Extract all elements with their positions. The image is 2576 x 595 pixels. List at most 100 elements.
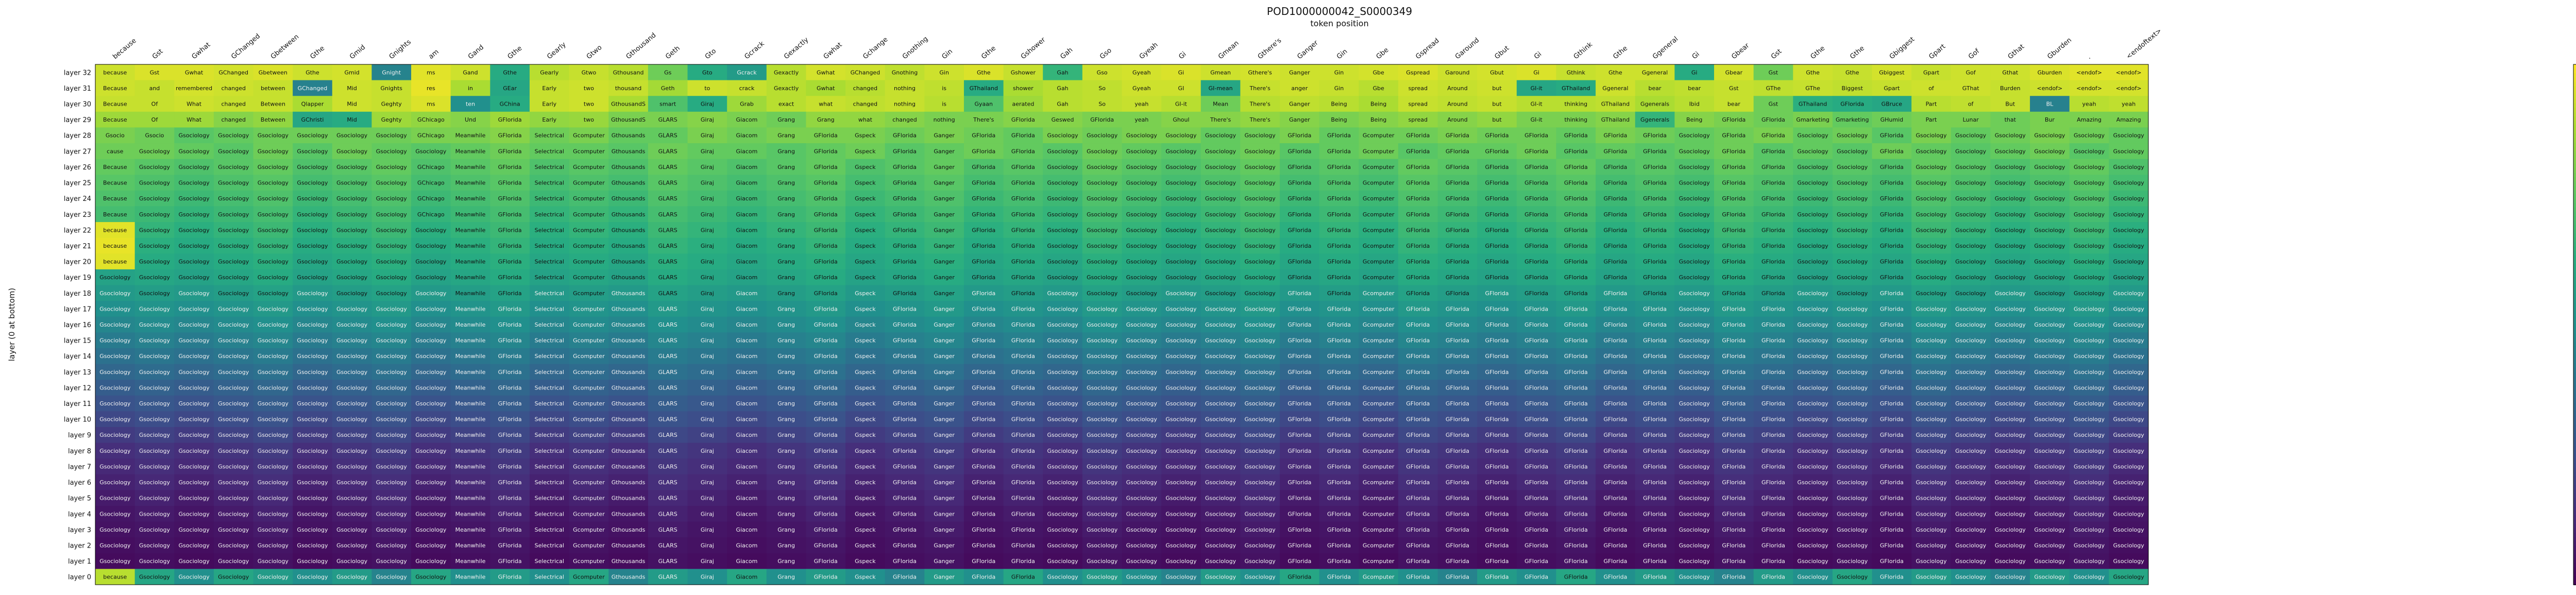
- heatmap-cell: [924, 253, 964, 270]
- cell-token-label: GThat: [1962, 85, 1980, 92]
- cell-token-label: Early: [542, 116, 556, 123]
- cell-token-label: Gsociology: [1916, 195, 1947, 202]
- heatmap-cell: [1951, 206, 1991, 223]
- cell-token-label: Gbiggest: [1879, 69, 1905, 76]
- heatmap-cell: [1398, 127, 1438, 144]
- cell-token-label: Gsociology: [1205, 542, 1236, 549]
- cell-token-label: GFlorida: [1761, 148, 1785, 155]
- cell-token-label: GFlorida: [814, 526, 838, 533]
- cell-token-label: Gsociology: [2113, 574, 2145, 581]
- cell-token-label: Gsociology: [1955, 558, 1987, 565]
- cell-token-label: GFlorida: [1880, 164, 1904, 171]
- heatmap-cell: [1319, 427, 1359, 444]
- heatmap-cell: [885, 206, 925, 223]
- cell-token-label: GFlorida: [1722, 227, 1745, 233]
- heatmap-cell: [569, 190, 609, 207]
- heatmap-cell: [1319, 253, 1359, 270]
- cell-token-label: GFlorida: [1287, 526, 1311, 533]
- heatmap-cell: [806, 222, 846, 239]
- cell-token-label: Gsociology: [2034, 400, 2065, 407]
- cell-token-label: GFlorida: [1564, 432, 1588, 438]
- cell-token-label: Gsociology: [1679, 558, 1710, 565]
- cell-token-label: Gsociology: [1245, 495, 1276, 502]
- heatmap-cell: [2030, 237, 2070, 254]
- heatmap-cell: [569, 96, 609, 112]
- heatmap-cell: [845, 175, 886, 191]
- heatmap-cell: [1793, 332, 1833, 349]
- cell-token-label: Gsociology: [139, 274, 171, 281]
- colorbar-segment: [2573, 207, 2576, 213]
- cell-token-label: Gsociology: [336, 259, 368, 265]
- cell-token-label: GLARS: [658, 243, 677, 249]
- colorbar-segment: [2573, 402, 2576, 407]
- heatmap-cell: [1359, 395, 1399, 412]
- heatmap-cell: [1161, 237, 1201, 254]
- cell-token-label: Gsociology: [1798, 526, 1829, 533]
- heatmap-cell: [1753, 380, 1793, 396]
- heatmap-cell: [371, 96, 412, 112]
- cell-token-label: Gsociology: [2074, 463, 2105, 470]
- colorbar-segment: [2573, 394, 2576, 399]
- heatmap-cell: [1635, 427, 1675, 444]
- heatmap-cell: [648, 237, 688, 254]
- cell-token-label: crack: [739, 85, 755, 92]
- heatmap-cell: [648, 175, 688, 191]
- cell-token-label: GFlorida: [1327, 558, 1351, 565]
- heatmap-cell: [1556, 222, 1596, 239]
- cell-token-label: Selectrical: [535, 526, 564, 533]
- cell-token-label: Gsociology: [1126, 526, 1158, 533]
- heatmap-cell: [1793, 237, 1833, 254]
- heatmap-cell: [332, 80, 372, 96]
- heatmap-cell: [529, 111, 570, 128]
- cell-token-label: Gsociology: [1995, 416, 2026, 423]
- heatmap-cell: [1319, 96, 1359, 112]
- cell-token-label: Ganger: [934, 148, 955, 155]
- cell-token-label: Giraj: [701, 400, 714, 407]
- cell-token-label: GFlorida: [1880, 479, 1904, 486]
- cell-token-label: GFlorida: [1643, 148, 1667, 155]
- cell-token-label: Grang: [777, 511, 795, 517]
- heatmap-cell: [529, 301, 570, 317]
- cell-token-label: Gsociology: [1837, 227, 1868, 233]
- cell-token-label: Gsociology: [258, 369, 289, 376]
- cell-token-label: yeah: [1134, 116, 1148, 123]
- heatmap-cell: [1122, 253, 1162, 270]
- cell-token-label: Gthousands: [612, 337, 646, 344]
- cell-token-label: GLARS: [658, 195, 677, 202]
- heatmap-cell: [1437, 332, 1478, 349]
- column-tick-label: Gthe: [309, 44, 326, 61]
- cell-token-label: Gsociology: [1245, 164, 1276, 171]
- cell-token-label: ten: [466, 101, 475, 108]
- heatmap-cell: [727, 301, 767, 317]
- cell-token-label: GFlorida: [1564, 305, 1588, 312]
- cell-token-label: What: [187, 116, 202, 123]
- cell-token-label: Being: [1686, 116, 1702, 123]
- colorbar-segment: [2573, 354, 2576, 360]
- cell-token-label: Gsociology: [1837, 369, 1868, 376]
- cell-token-label: GFlorida: [1327, 243, 1351, 249]
- cell-token-label: Gsociology: [2034, 369, 2065, 376]
- cell-token-label: Gsociology: [1916, 463, 1947, 470]
- heatmap-cell: [924, 348, 964, 365]
- cell-token-label: Gsociology: [415, 353, 447, 360]
- cell-token-label: GLARS: [658, 511, 677, 517]
- column-tick-label: Gso: [1098, 47, 1113, 61]
- heatmap-cell: [174, 395, 214, 412]
- heatmap-cell: [1911, 190, 1952, 207]
- heatmap-cell: [766, 380, 806, 396]
- heatmap-cell: [1872, 269, 1912, 285]
- cell-token-label: GFlorida: [1722, 353, 1745, 360]
- cell-token-label: Because: [103, 180, 127, 186]
- heatmap-cell: [332, 380, 372, 396]
- colorbar-segment: [2573, 441, 2576, 447]
- cell-token-label: GFlorida: [1287, 384, 1311, 391]
- heatmap-cell: [371, 253, 412, 270]
- heatmap-cell: [253, 159, 293, 175]
- cell-token-label: Gsociology: [1245, 148, 1276, 155]
- cell-token-label: Gsociology: [1955, 211, 1987, 218]
- heatmap-cell: [2069, 332, 2109, 349]
- cell-token-label: Gcomputer: [1363, 274, 1395, 281]
- cell-token-label: Gsociology: [297, 180, 328, 186]
- cell-token-label: Gsociology: [2034, 495, 2065, 502]
- cell-token-label: Ggenerals: [1640, 101, 1669, 108]
